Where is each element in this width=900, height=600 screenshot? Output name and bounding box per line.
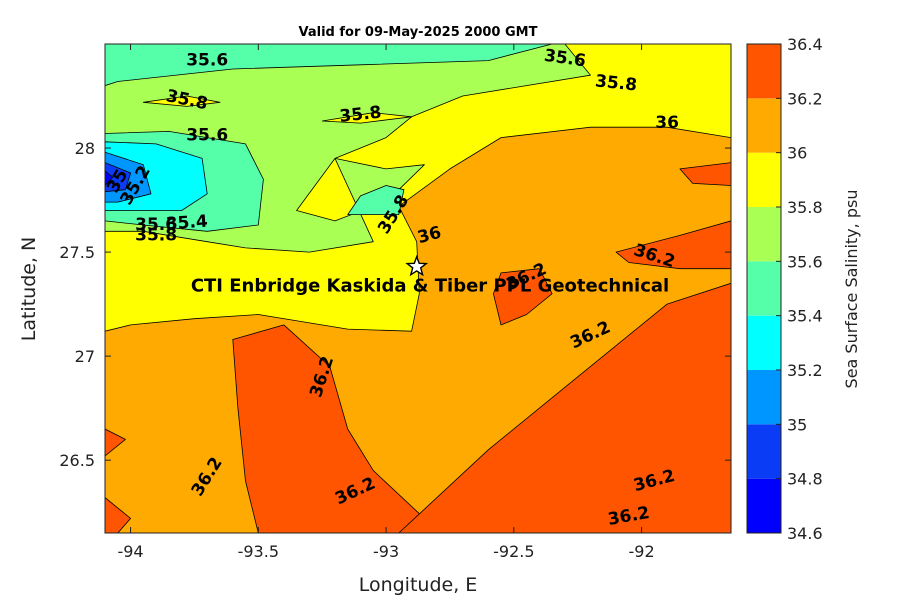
y-tick-label-0: 26.5 — [59, 451, 95, 470]
contour-label-6: 36 — [655, 113, 679, 133]
colorbar-tick-label-0: 34.6 — [787, 524, 823, 543]
contour-band-14 — [347, 185, 405, 216]
colorbar-tick-label-7: 36 — [787, 144, 807, 163]
contour-bands — [105, 44, 731, 533]
site-annotation: CTI Enbridge Kaskida & Tiber PPL Geotech… — [191, 254, 669, 297]
colorbar-segment-3 — [747, 315, 781, 370]
contour-label-10: 35.6 — [135, 215, 177, 235]
colorbar-segment-1 — [747, 424, 781, 479]
x-tick-label-1: -93.5 — [238, 542, 279, 561]
colorbar-tick-label-6: 35.8 — [787, 198, 823, 217]
colorbar-tick-label-1: 34.8 — [787, 470, 823, 489]
contour-band-11 — [321, 112, 413, 124]
colorbar-tick-label-5: 35.6 — [787, 252, 823, 271]
colorbar-segment-4 — [747, 261, 781, 316]
contour-band-10 — [142, 95, 221, 107]
y-axis-ticks: 26.5 27 27.5 28 — [59, 139, 731, 470]
contour-label-0: 35.6 — [186, 51, 228, 71]
colorbar-frame — [746, 43, 782, 534]
contour-label-11: 35.8 — [135, 225, 177, 245]
colorbar-tick-label-4: 35.4 — [787, 307, 823, 326]
contour-label-4: 35.8 — [339, 103, 383, 127]
colorbar-segment-5 — [747, 207, 781, 262]
colorbar-tick-label-2: 35 — [787, 415, 807, 434]
x-tick-label-4: -92 — [629, 542, 655, 561]
colorbar-segment-8 — [747, 44, 781, 99]
contour-label-9: 35.4 — [165, 212, 208, 235]
colorbar-segment-7 — [747, 98, 781, 153]
contour-band-5 — [615, 220, 731, 270]
colorbar-tick-label-3: 35.2 — [787, 361, 823, 380]
x-axis-ticks: -94 -93.5 -93 -92.5 -92 — [117, 44, 655, 561]
y-axis-label: Latitude, N — [18, 237, 40, 342]
y-tick-label-1: 27 — [75, 347, 95, 366]
contour-band-7 — [105, 428, 126, 457]
colorbar-tick-label-8: 36.2 — [787, 89, 823, 108]
colorbar-segment-6 — [747, 152, 781, 207]
contour-band-4 — [492, 268, 553, 326]
colorbar-tick-label-9: 36.4 — [787, 35, 823, 54]
contour-band-17 — [105, 162, 132, 193]
plot-frame — [104, 43, 732, 534]
colorbar: 34.6 34.8 35 35.2 35.4 35.6 35.8 36 36.2 36.4 — [746, 35, 823, 543]
site-label: CTI Enbridge Kaskida & Tiber PPL Geotech… — [191, 276, 669, 297]
contour-label-5: 35.6 — [186, 126, 228, 146]
contour-band-8 — [105, 497, 132, 533]
y-tick-label-3: 28 — [75, 139, 95, 158]
x-axis-label: Longitude, E — [359, 574, 478, 596]
x-tick-label-3: -92.5 — [493, 542, 534, 561]
y-tick-label-2: 27.5 — [59, 243, 95, 262]
contour-band-18 — [105, 170, 114, 186]
chart-title: Valid for 09-May-2025 2000 GMT — [299, 25, 538, 40]
contour-band-6 — [679, 162, 731, 186]
x-tick-label-0: -94 — [117, 542, 143, 561]
contour-band-12 — [105, 44, 553, 86]
contour-label-3: 35.8 — [594, 71, 638, 95]
contour-band-3 — [398, 282, 731, 533]
colorbar-segment-0 — [747, 478, 781, 533]
site-star-marker — [405, 254, 429, 277]
x-tick-label-2: -93 — [373, 542, 399, 561]
colorbar-label: Sea Surface Salinity, psu — [842, 190, 861, 389]
colorbar-segment-2 — [747, 370, 781, 425]
